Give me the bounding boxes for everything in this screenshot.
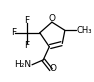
Text: F: F	[24, 41, 29, 50]
Text: O: O	[49, 64, 56, 73]
Text: H₂N: H₂N	[14, 60, 31, 69]
Text: F: F	[11, 28, 16, 37]
Text: F: F	[24, 16, 29, 25]
Text: CH₃: CH₃	[77, 26, 92, 35]
Text: O: O	[48, 14, 55, 23]
